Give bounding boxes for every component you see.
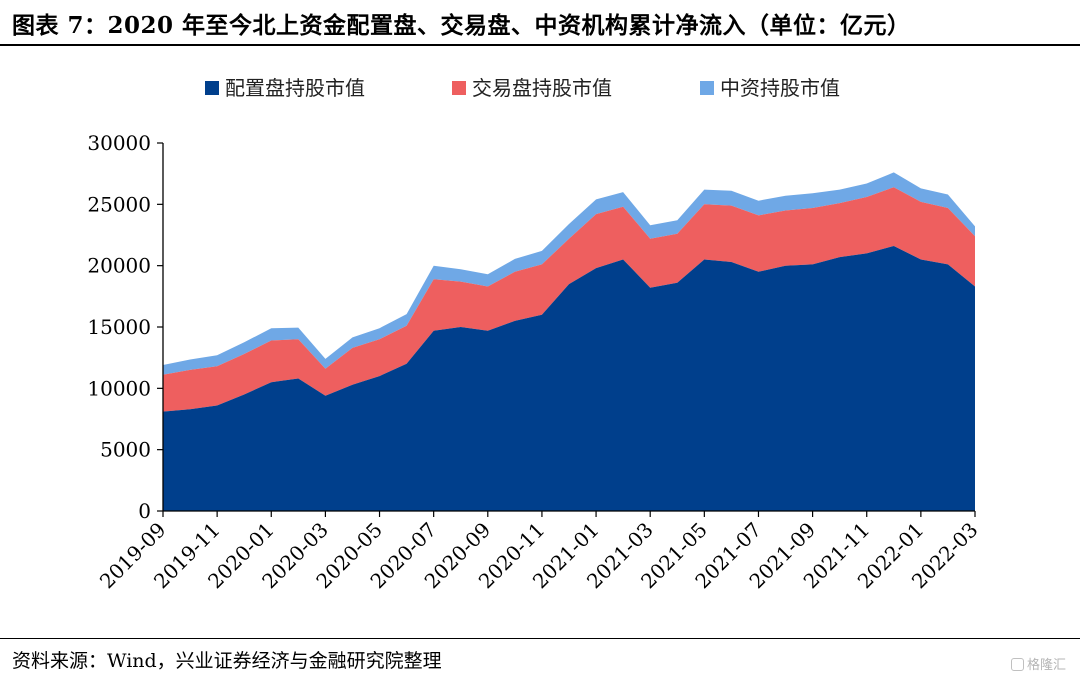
legend-item-3: 中资持股市值 (700, 76, 840, 100)
watermark-logo: 格隆汇 (1010, 654, 1066, 673)
watermark-text: 格隆汇 (1026, 658, 1066, 673)
y-tick-label: 15000 (87, 315, 151, 339)
legend-item-1: 配置盘持股市值 (205, 76, 365, 100)
legend-label: 交易盘持股市值 (472, 76, 612, 100)
area-series-2 (163, 187, 975, 412)
watermark-icon (1010, 658, 1024, 671)
y-tick-label: 0 (138, 499, 151, 523)
legend-swatch (700, 81, 714, 95)
chart-legend: 配置盘持股市值 交易盘持股市值 中资持股市值 (205, 76, 840, 100)
figure-title: 图表 7：2020 年至今北上资金配置盘、交易盘、中资机构累计净流入（单位：亿元… (12, 12, 911, 39)
legend-label: 配置盘持股市值 (225, 76, 365, 100)
legend-swatch (205, 81, 219, 95)
y-tick-label: 20000 (87, 254, 151, 278)
source-divider (0, 638, 1080, 639)
y-tick-label: 10000 (87, 376, 151, 400)
area-series-group (163, 172, 975, 511)
title-divider (0, 44, 1080, 46)
legend-label: 中资持股市值 (720, 76, 840, 100)
stacked-area-chart: 配置盘持股市值 交易盘持股市值 中资持股市值 0 5000 10000 15000 2000… (87, 76, 982, 593)
y-tick-label: 30000 (87, 131, 151, 155)
legend-item-2: 交易盘持股市值 (452, 76, 612, 100)
source-note: 资料来源：Wind，兴业证券经济与金融研究院整理 (12, 650, 442, 672)
area-series-1 (163, 246, 975, 511)
legend-swatch (452, 81, 466, 95)
y-tick-label: 25000 (87, 192, 151, 216)
y-tick-label: 5000 (100, 438, 151, 462)
